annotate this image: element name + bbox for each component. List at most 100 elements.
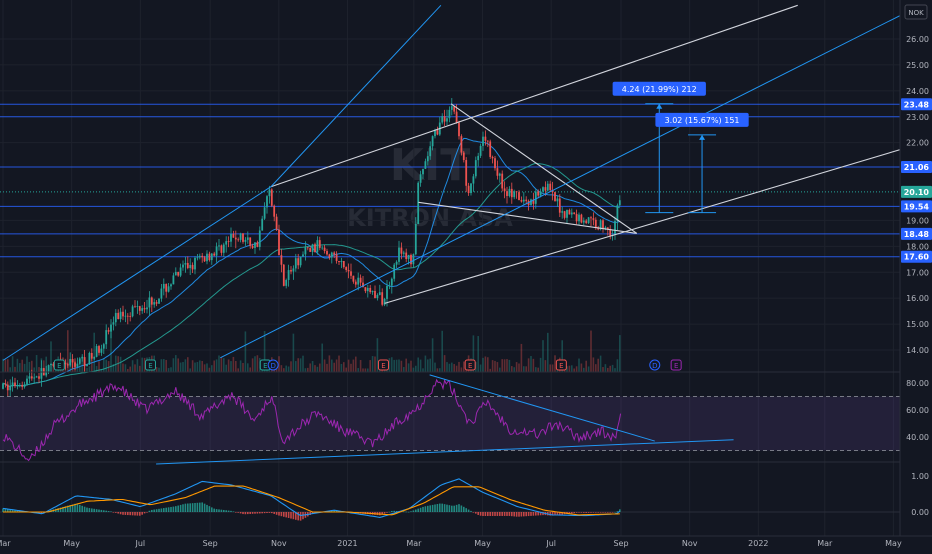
candle-body bbox=[453, 106, 456, 112]
macd-histogram-bar bbox=[299, 512, 302, 521]
macd-histogram-bar bbox=[527, 512, 530, 517]
volume-bar bbox=[139, 365, 141, 372]
volume-bar bbox=[244, 331, 247, 372]
candle-body bbox=[98, 346, 100, 353]
channel-upper-line[interactable] bbox=[270, 4, 798, 188]
macd-histogram-bar bbox=[585, 512, 587, 513]
earnings-marker-8[interactable] bbox=[670, 359, 682, 371]
volume-bar bbox=[160, 359, 163, 372]
dividend-marker-7[interactable] bbox=[649, 359, 661, 371]
candle-body bbox=[347, 270, 350, 272]
volume-bar bbox=[223, 358, 225, 372]
candle-body bbox=[443, 116, 446, 122]
candle-body bbox=[350, 271, 352, 276]
macd-histogram-bar bbox=[460, 505, 463, 512]
volume-bar bbox=[484, 356, 487, 372]
candle-body bbox=[232, 233, 235, 238]
candle-body bbox=[2, 383, 4, 389]
candle-body bbox=[9, 386, 12, 391]
volume-bar bbox=[487, 357, 489, 372]
candle-body bbox=[220, 245, 223, 253]
wedge-upper-line[interactable] bbox=[450, 103, 638, 234]
blue-channel-right[interactable] bbox=[220, 4, 921, 359]
volume-bar bbox=[597, 358, 599, 372]
volume-bar bbox=[453, 364, 455, 372]
macd-histogram-bar bbox=[175, 506, 177, 512]
blue-channel-left[interactable] bbox=[2, 186, 272, 361]
currency-badge[interactable] bbox=[904, 4, 928, 20]
trendlines[interactable] bbox=[2, 4, 921, 361]
candle-body bbox=[251, 245, 254, 248]
volume-bar bbox=[489, 368, 491, 372]
macd-histogram-bar bbox=[187, 503, 189, 512]
macd-tick-0: 1.00 bbox=[911, 472, 929, 481]
rsi-trendline-upper[interactable] bbox=[429, 374, 655, 442]
measurements[interactable]: 4.24 (21.99%) 212 3.02 (15.67%) 151 bbox=[612, 81, 749, 214]
candle-body bbox=[90, 352, 93, 359]
candle-body bbox=[50, 363, 52, 366]
volume-bar bbox=[105, 359, 107, 372]
macd-histogram-bar bbox=[549, 512, 551, 516]
blue-channel-top[interactable] bbox=[270, 4, 442, 188]
volume-bar bbox=[595, 364, 597, 372]
rsi-pane bbox=[0, 374, 900, 465]
candle-body bbox=[340, 260, 343, 263]
candle-body bbox=[302, 254, 304, 257]
earnings-marker-0[interactable] bbox=[53, 359, 65, 371]
rsi-trendline-lower[interactable] bbox=[156, 439, 734, 465]
earnings-marker-4[interactable] bbox=[377, 359, 389, 371]
channel-lower-line[interactable] bbox=[384, 144, 915, 304]
macd-histogram-bar bbox=[280, 512, 283, 517]
measure-badge-1[interactable] bbox=[655, 112, 749, 127]
macd-histogram-bar bbox=[244, 512, 247, 515]
earnings-marker-6[interactable] bbox=[555, 359, 567, 371]
macd-histogram-bar bbox=[148, 510, 151, 512]
volume-bar bbox=[583, 367, 585, 372]
volume-bar bbox=[52, 366, 55, 372]
macd-histogram-bar bbox=[124, 512, 127, 515]
earnings-marker-5[interactable] bbox=[464, 359, 476, 371]
macd-histogram-bar bbox=[237, 512, 239, 513]
volume-bar bbox=[587, 366, 590, 372]
volume-bar bbox=[393, 359, 395, 372]
macd-histogram-bar bbox=[201, 502, 203, 512]
macd-histogram-bar bbox=[448, 505, 451, 512]
candle-body bbox=[273, 205, 276, 217]
volume-bar bbox=[585, 360, 587, 372]
candle-body bbox=[153, 302, 156, 305]
wedge-lower-line[interactable] bbox=[418, 201, 637, 234]
macd-histogram-bar bbox=[556, 512, 559, 516]
volume-bar bbox=[194, 362, 196, 372]
volume-bar bbox=[115, 355, 117, 372]
price-tick-8: 16.00 bbox=[906, 294, 929, 303]
time-axis[interactable]: Mar May Jul Sep Nov 2021 Mar May Jul Sep Nov 2022 Ma… bbox=[0, 539, 902, 548]
candle-body bbox=[138, 306, 141, 311]
candle-body bbox=[530, 199, 532, 205]
candle-body bbox=[484, 136, 487, 141]
candle-body bbox=[107, 330, 110, 332]
measure-badge-0[interactable] bbox=[612, 81, 706, 96]
macd-histogram-bar bbox=[508, 512, 511, 516]
time-tick-7: May bbox=[474, 539, 491, 548]
candle-body bbox=[287, 270, 290, 280]
earnings-marker-1[interactable] bbox=[144, 359, 156, 371]
price-axis[interactable]: 26.00 25.00 24.00 23.00 22.00 19.00 18.00 17.00… bbox=[906, 35, 929, 355]
candle-body bbox=[455, 111, 458, 123]
volume-bar bbox=[431, 338, 434, 372]
candle-body bbox=[165, 283, 168, 292]
candle-body bbox=[93, 356, 96, 359]
volume-bar bbox=[537, 367, 539, 372]
volume-bar bbox=[460, 367, 463, 372]
volume-bar bbox=[542, 340, 544, 372]
macd-histogram-bar bbox=[333, 510, 335, 512]
candle-body bbox=[52, 363, 55, 366]
price-tag-label-1: 21.06 bbox=[904, 163, 930, 172]
candle-body bbox=[558, 198, 561, 213]
macd-histogram-bar bbox=[67, 505, 69, 512]
candle-body bbox=[258, 230, 261, 247]
dividend-marker-3[interactable] bbox=[267, 359, 279, 371]
event-marker-label-5: E bbox=[468, 362, 472, 370]
volume-bar bbox=[520, 343, 523, 372]
